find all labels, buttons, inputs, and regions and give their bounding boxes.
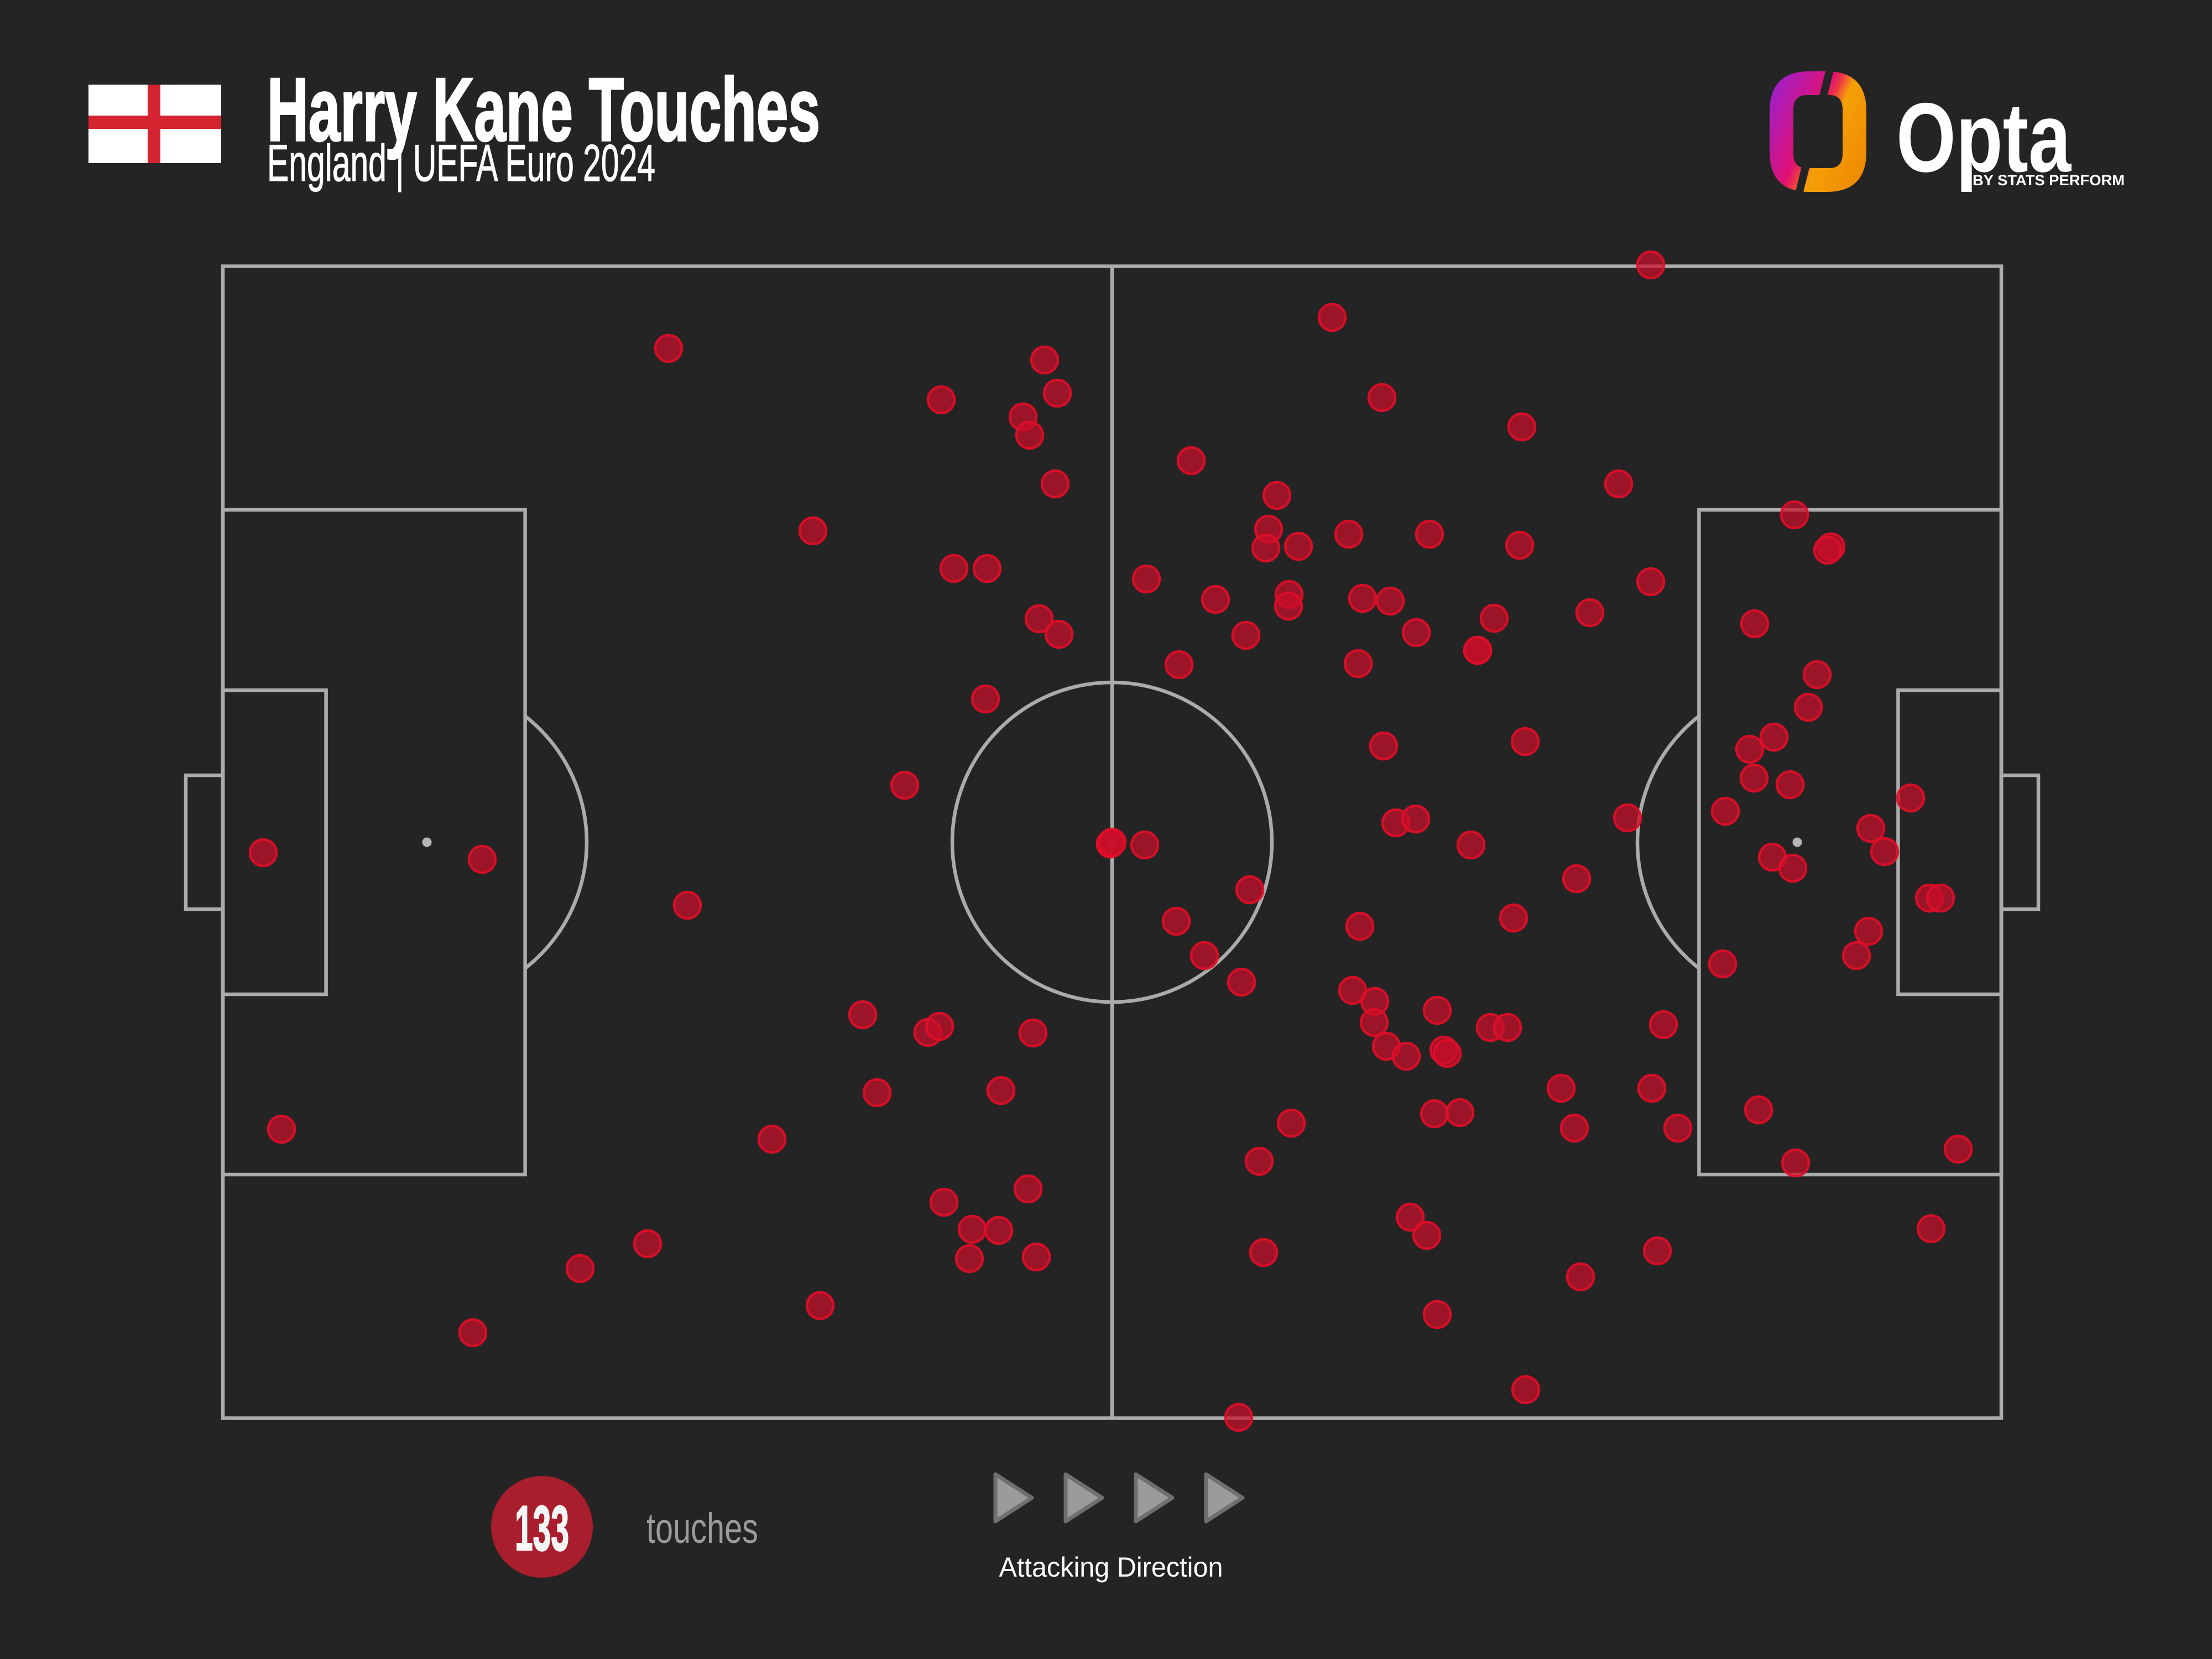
svg-text:touches: touches (646, 1505, 758, 1552)
svg-text:133: 133 (515, 1493, 569, 1564)
svg-text:Attacking Direction: Attacking Direction (999, 1552, 1223, 1583)
svg-text:Opta: Opta (1896, 82, 2072, 192)
svg-text:England | UEFA Euro 2024: England | UEFA Euro 2024 (267, 134, 655, 192)
svg-text:BY STATS PERFORM: BY STATS PERFORM (1973, 172, 2125, 189)
svg-text:Harry Kane Touches: Harry Kane Touches (267, 60, 820, 160)
